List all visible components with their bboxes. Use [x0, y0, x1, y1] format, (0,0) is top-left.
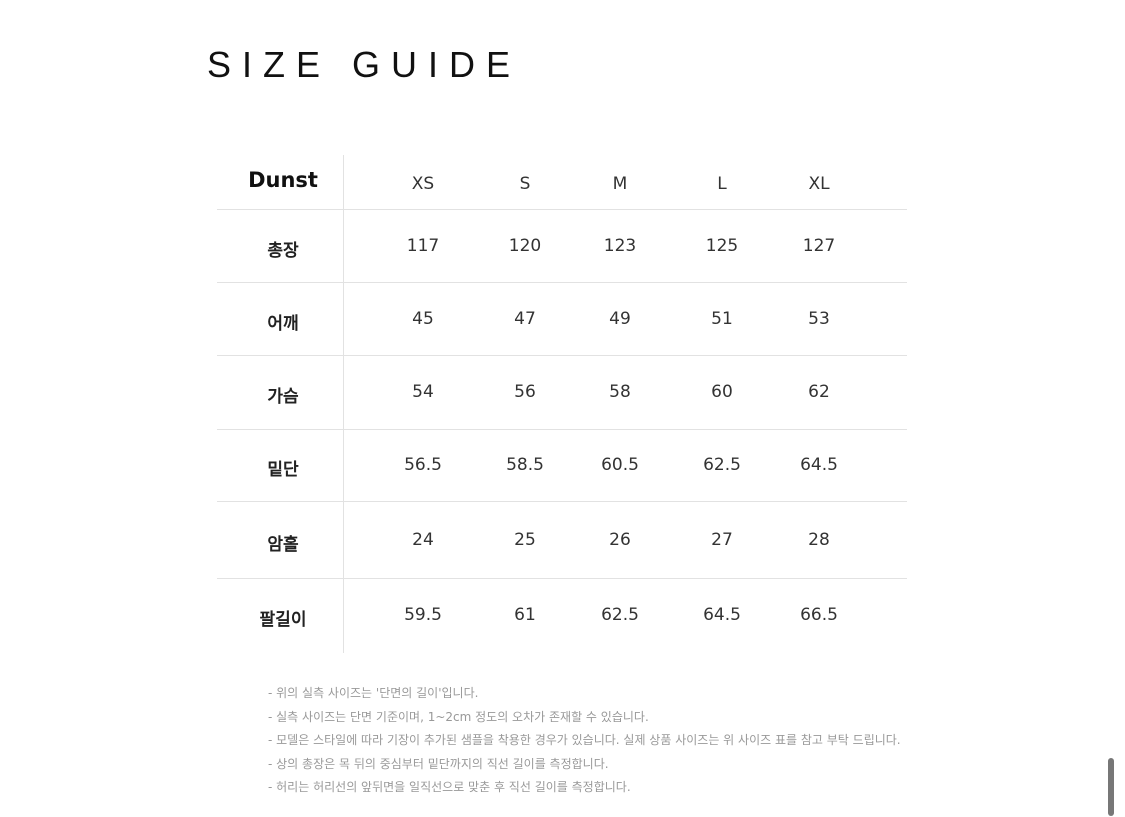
size-header: M	[612, 174, 628, 194]
size-value: 60	[711, 382, 733, 402]
table-row	[217, 356, 907, 430]
size-value: 58.5	[506, 455, 544, 475]
size-header: L	[717, 174, 727, 194]
note: - 위의 실측 사이즈는 '단면의 길이'입니다.	[268, 686, 479, 700]
size-value: 53	[808, 308, 830, 329]
table-row	[217, 283, 907, 356]
table-row	[217, 210, 907, 283]
row-label: 암홀	[267, 534, 299, 555]
size-value: 49	[609, 308, 631, 329]
table-row	[217, 430, 907, 502]
size-value: 27	[711, 529, 733, 550]
size-value: 51	[711, 308, 733, 329]
size-header: XS	[411, 174, 435, 194]
size-value: 62.5	[703, 455, 741, 475]
note: - 모델은 스타일에 따라 기장이 추가된 샘플을 착용한 경우가 있습니다. …	[268, 733, 901, 747]
size-notes: - 위의 실측 사이즈는 '단면의 길이'입니다. - 실측 사이즈는 단면 기…	[268, 682, 901, 800]
size-value: 62	[808, 382, 830, 402]
row-label: 총장	[267, 240, 299, 261]
row-label: 밑단	[267, 460, 299, 480]
size-value: 56	[514, 382, 536, 402]
column-divider	[343, 155, 344, 653]
size-value: 62.5	[601, 604, 639, 625]
size-value: 54	[412, 382, 434, 402]
size-value: 66.5	[800, 604, 838, 625]
brand-name: Dunst	[248, 168, 318, 192]
size-value: 61	[514, 604, 536, 625]
size-value: 125	[705, 235, 739, 256]
note: - 상의 총장은 목 뒤의 중심부터 밑단까지의 직선 길이를 측정합니다.	[268, 756, 609, 771]
row-label: 팔길이	[259, 609, 307, 630]
page-title: SIZE GUIDE	[207, 44, 522, 85]
size-header: XL	[808, 174, 830, 194]
scrollbar-thumb[interactable]	[1108, 758, 1114, 816]
size-value: 25	[514, 529, 536, 550]
size-value: 58	[609, 382, 631, 402]
size-value: 123	[603, 235, 637, 256]
size-value: 59.5	[404, 604, 442, 625]
note: - 실측 사이즈는 단면 기준이며, 1~2cm 정도의 오차가 존재할 수 있…	[268, 709, 649, 724]
size-value: 24	[412, 529, 434, 550]
size-value: 28	[808, 529, 830, 550]
size-value: 47	[514, 308, 536, 329]
size-value: 56.5	[404, 455, 442, 475]
table-header	[217, 155, 907, 210]
size-value: 45	[412, 308, 434, 329]
size-value: 60.5	[601, 455, 639, 475]
row-label: 가슴	[267, 387, 299, 407]
note: - 허리는 허리선의 앞뒤면을 일직선으로 맞춘 후 직선 길이를 측정합니다.	[268, 780, 631, 794]
size-value: 26	[609, 529, 631, 550]
size-value: 64.5	[800, 455, 838, 475]
size-value: 64.5	[703, 604, 741, 625]
size-value: 120	[508, 235, 542, 256]
table-row	[217, 502, 907, 579]
row-label: 어깨	[267, 313, 299, 334]
size-header: S	[519, 174, 531, 194]
size-value: 127	[802, 235, 836, 256]
size-value: 117	[406, 235, 440, 256]
